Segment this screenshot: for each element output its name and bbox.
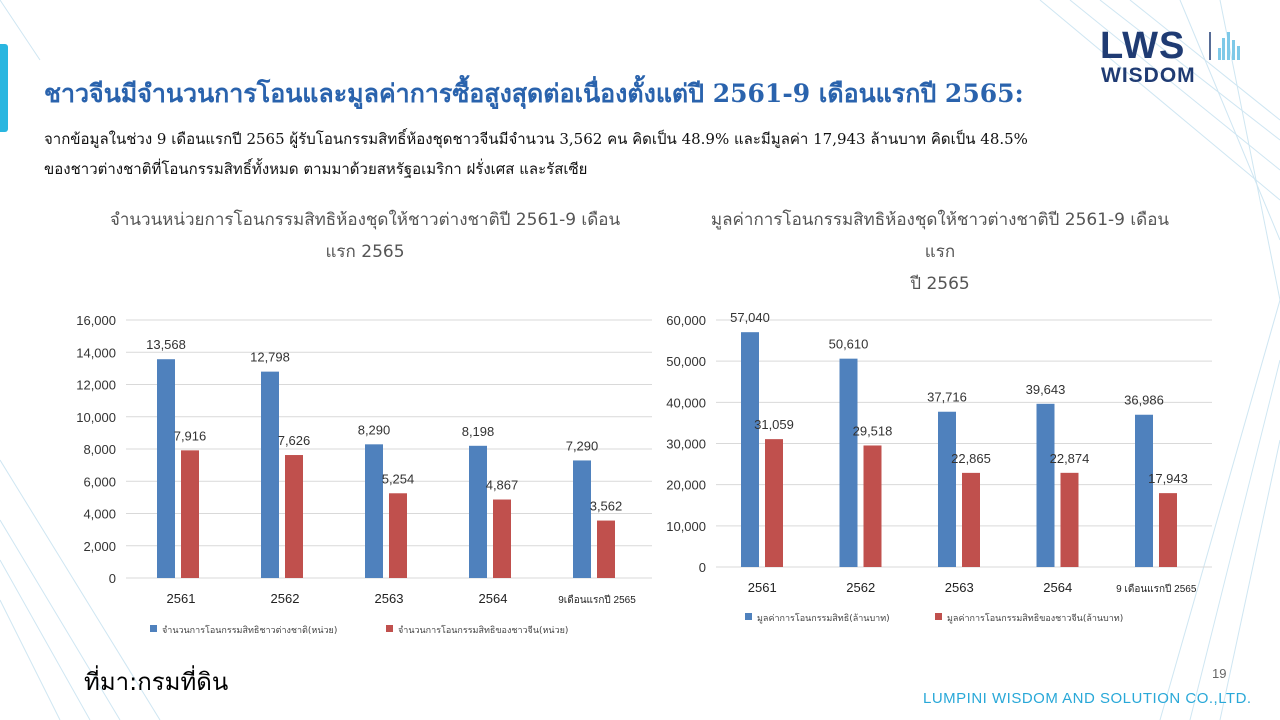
chart1-category-label: 2563 — [375, 591, 404, 606]
chart2-bar — [1060, 472, 1079, 567]
chart1-bar — [597, 520, 615, 578]
chart1-ytick-label: 8,000 — [83, 442, 116, 457]
chart1-ytick-label: 0 — [109, 571, 116, 586]
chart1-bar — [181, 450, 199, 578]
chart1-legend-swatch — [150, 625, 157, 632]
chart2-data-label: 57,040 — [730, 310, 770, 325]
chart1-data-label: 3,562 — [590, 499, 623, 514]
chart2-title-line1: มูลค่าการโอนกรรมสิทธิห้องชุดให้ชาวต่างชา… — [710, 210, 1170, 262]
chart1-bar — [389, 493, 407, 578]
chart2-ytick-label: 40,000 — [666, 395, 706, 410]
chart1-category-label: 2562 — [271, 591, 300, 606]
chart2-data-label: 37,716 — [927, 390, 967, 405]
chart2-bar — [863, 445, 882, 567]
chart2-category-label: 2563 — [945, 580, 974, 595]
page-number: 19 — [1212, 666, 1227, 681]
chart2-bar — [962, 472, 980, 567]
chart1-bar — [365, 444, 383, 578]
chart1-bar — [493, 499, 511, 578]
chart1-category-label: 2561 — [167, 591, 196, 606]
chart2-legend-label: มูลค่าการโอนกรรมสิทธิ(ล้านบาท) — [757, 613, 890, 624]
company-logo: LWS WISDOM — [1100, 26, 1250, 90]
chart2-ytick-label: 60,000 — [666, 313, 706, 328]
chart2-category-label: 2564 — [1043, 580, 1072, 595]
chart1-ytick-label: 14,000 — [76, 345, 116, 360]
chart2-data-label: 36,986 — [1124, 393, 1164, 408]
chart2-bar — [765, 439, 783, 567]
chart2-title: มูลค่าการโอนกรรมสิทธิห้องชุดให้ชาวต่างชา… — [700, 204, 1180, 300]
chart1-ytick-label: 10,000 — [76, 410, 116, 425]
chart1-bar — [261, 371, 279, 578]
company-footer: LUMPINI WISDOM AND SOLUTION CO.,LTD. — [923, 690, 1252, 707]
chart1-legend-label: จำนวนการโอนกรรมสิทธิชาวต่างชาติ(หน่วย) — [162, 625, 337, 636]
source-note: ที่มา:กรมที่ดิน — [84, 668, 229, 696]
chart2-bar — [1159, 493, 1177, 567]
chart2-data-label: 39,643 — [1026, 382, 1066, 397]
chart1-bar — [469, 445, 487, 578]
chart2-bar — [1036, 403, 1055, 567]
chart2-title-line2: ปี 2565 — [910, 274, 970, 294]
chart1-title-line1: จำนวนหน่วยการโอนกรรมสิทธิห้องชุดให้ชาวต่… — [109, 210, 621, 230]
chart2-bar — [1135, 414, 1153, 567]
chart1-ytick-label: 4,000 — [83, 507, 116, 522]
chart2-data-label: 22,874 — [1050, 451, 1090, 466]
chart2-ytick-label: 0 — [699, 560, 706, 575]
chart2-data-label: 17,943 — [1148, 471, 1188, 486]
chart2-bar — [938, 411, 956, 567]
chart1-bar — [157, 359, 175, 578]
chart2-category-label: 2561 — [748, 580, 777, 595]
chart2-data-label: 22,865 — [951, 451, 991, 466]
chart1-ytick-label: 6,000 — [83, 474, 116, 489]
building-icon — [1209, 32, 1240, 60]
chart2-data-label: 29,518 — [853, 423, 893, 438]
chart1-ytick-label: 12,000 — [76, 378, 116, 393]
chart1-title-line2: แรก 2565 — [325, 242, 405, 262]
chart1-legend-swatch — [386, 625, 393, 632]
chart2-data-label: 31,059 — [754, 417, 794, 432]
chart1-data-label: 8,198 — [462, 424, 495, 439]
chart2-bar — [741, 332, 759, 567]
chart2-legend-label: มูลค่าการโอนกรรมสิทธิของชาวจีน(ล้านบาท) — [947, 613, 1123, 624]
logo-sub-text: WISDOM — [1101, 64, 1196, 87]
chart1-data-label: 7,626 — [278, 433, 311, 448]
chart1-data-label: 4,867 — [486, 478, 519, 493]
chart2-ytick-label: 10,000 — [666, 519, 706, 534]
chart2-ytick-label: 50,000 — [666, 354, 706, 369]
chart2-ytick-label: 20,000 — [666, 478, 706, 493]
chart1-data-label: 8,290 — [358, 422, 391, 437]
chart1-data-label: 5,254 — [382, 471, 415, 486]
chart2-ytick-label: 30,000 — [666, 437, 706, 452]
chart2-category-label: 2562 — [846, 580, 875, 595]
chart1-title: จำนวนหน่วยการโอนกรรมสิทธิห้องชุดให้ชาวต่… — [100, 204, 630, 268]
chart1-data-label: 7,916 — [174, 428, 207, 443]
chart1-ytick-label: 16,000 — [76, 313, 116, 328]
summary-paragraph: จากข้อมูลในช่วง 9 เดือนแรกปี 2565 ผู้รับ… — [44, 130, 1028, 178]
logo-brand-text: LWS — [1100, 25, 1186, 67]
chart2-data-label: 50,610 — [829, 337, 869, 352]
chart1-ytick-label: 2,000 — [83, 539, 116, 554]
chart2-category-label: 9 เดือนแรกปี 2565 — [1116, 583, 1197, 595]
chart1-bar — [573, 460, 591, 578]
chart1-bar — [285, 455, 303, 578]
page-headline: ชาวจีนมีจำนวนการโอนและมูลค่าการซื้อสูงสุ… — [44, 79, 1024, 108]
chart2-legend-swatch — [745, 613, 752, 620]
chart1-category-label: 2564 — [479, 591, 508, 606]
chart1-data-label: 7,290 — [566, 438, 599, 453]
chart2-legend-swatch — [935, 613, 942, 620]
chart1-legend-label: จำนวนการโอนกรรมสิทธิของชาวจีน(หน่วย) — [398, 625, 568, 636]
chart1-data-label: 12,798 — [250, 350, 290, 365]
chart2-bar — [839, 358, 858, 567]
accent-bar — [0, 44, 8, 132]
chart1-category-label: 9เดือนแรกปี 2565 — [558, 594, 636, 606]
chart1-data-label: 13,568 — [146, 337, 186, 352]
